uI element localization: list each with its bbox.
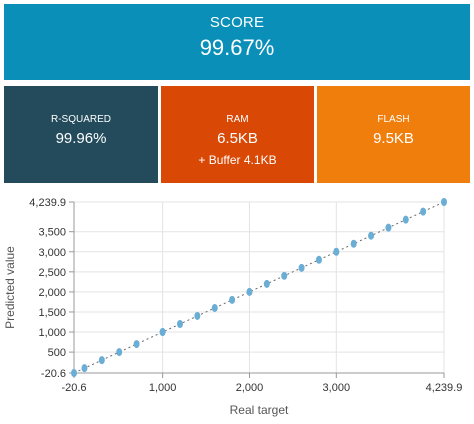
scatter-point	[133, 340, 140, 349]
score-label: SCORE	[209, 14, 265, 31]
scatter-point	[281, 271, 288, 280]
x-tick-label: 4,239.9	[426, 382, 463, 394]
ram-value: 6.5KB	[217, 130, 258, 147]
scatter-chart-svg: -20.6 1,000 2,000 3,000 4,239.9 -20.6 500 1,00…	[3, 197, 462, 417]
points-layer	[71, 198, 447, 377]
score-value: 99.67%	[199, 35, 275, 60]
r-squared-tile: R-SQUARED 99.96%	[4, 86, 158, 183]
scatter-point	[116, 348, 123, 357]
scatter-point	[71, 369, 77, 377]
x-tick-labels: -20.6 1,000 2,000 3,000 4,239.9	[61, 382, 462, 394]
ram-buffer-value: + Buffer 4.1KB	[198, 153, 277, 167]
scatter-point	[229, 295, 236, 304]
y-tick-label: 3,500	[38, 227, 66, 239]
scatter-point	[298, 263, 305, 272]
scatter-point	[177, 320, 184, 329]
scatter-chart: -20.6 1,000 2,000 3,000 4,239.9 -20.6 500 1,00…	[0, 186, 474, 424]
flash-tile: FLASH 9.5KB	[317, 86, 470, 183]
scatter-point	[263, 279, 270, 288]
y-tick-labels: -20.6 500 1,000 1,500 2,000 2,500 3,000 3,500 4,…	[29, 197, 66, 380]
scatter-point	[81, 364, 88, 373]
flash-label: FLASH	[377, 114, 410, 125]
scatter-point	[246, 287, 253, 296]
axis-layer	[69, 201, 445, 378]
ram-label: RAM	[226, 114, 249, 125]
scatter-point	[350, 239, 357, 248]
y-tick-label: 3,000	[38, 247, 66, 259]
scatter-point	[333, 247, 340, 256]
flash-value: 9.5KB	[373, 130, 414, 147]
score-tile: SCORE 99.67%	[4, 4, 470, 80]
scatter-point	[368, 231, 375, 240]
y-tick-label: 1,500	[38, 307, 66, 319]
x-axis-title: Real target	[230, 403, 289, 417]
y-tick-label: 2,500	[38, 267, 66, 279]
x-tick-label: 3,000	[323, 382, 351, 394]
r-squared-value: 99.96%	[55, 130, 107, 147]
x-tick-label: 1,000	[149, 382, 177, 394]
scatter-point	[98, 356, 105, 365]
scatter-point	[385, 223, 392, 232]
scatter-point	[402, 215, 409, 224]
scatter-point	[420, 207, 427, 216]
ram-tile: RAM 6.5KB + Buffer 4.1KB	[161, 86, 314, 183]
scatter-point	[194, 311, 201, 320]
y-tick-label: 4,239.9	[29, 197, 66, 209]
x-tick-label: -20.6	[61, 382, 86, 394]
y-tick-label: -20.6	[41, 368, 66, 380]
y-tick-label: 1,000	[38, 327, 66, 339]
scatter-point	[441, 198, 447, 206]
y-axis-title: Predicted value	[3, 246, 17, 329]
y-tick-label: 2,000	[38, 287, 66, 299]
scatter-point	[211, 303, 218, 312]
r-squared-label: R-SQUARED	[50, 114, 111, 125]
x-tick-label: 2,000	[236, 382, 264, 394]
scatter-point	[315, 255, 322, 264]
y-tick-label: 500	[48, 347, 66, 359]
scatter-point	[159, 328, 166, 337]
